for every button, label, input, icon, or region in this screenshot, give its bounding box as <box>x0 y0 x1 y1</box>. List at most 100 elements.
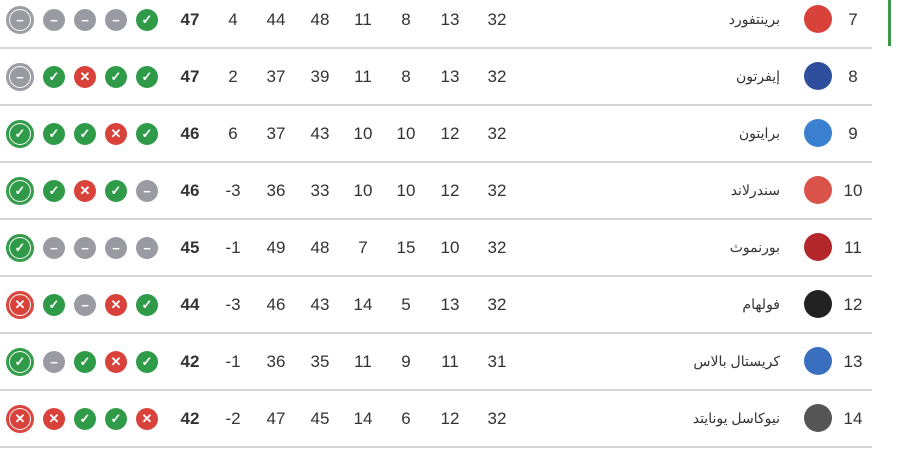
team-name[interactable]: برايتون <box>738 125 780 141</box>
drawn-cell: 5 <box>401 295 411 314</box>
goals-against-cell: 37 <box>266 124 286 143</box>
team-name[interactable]: برينتفورد <box>728 11 780 27</box>
won-cell: 10 <box>440 238 460 257</box>
team-crest-icon <box>804 62 832 90</box>
minus-icon: − <box>74 237 96 259</box>
played-cell: 32 <box>487 238 507 257</box>
check-icon: ✓ <box>74 408 96 430</box>
table-row[interactable]: ✓ − − − −45 -1 49 48 7 15 10 32 11 بورنموث <box>0 220 872 277</box>
lost-cell: 11 <box>354 67 372 86</box>
lost-cell: 14 <box>353 409 373 428</box>
goal-difference-cell: 6 <box>228 124 238 143</box>
team-name[interactable]: بورنموث <box>729 239 780 255</box>
drawn-cell: 8 <box>401 10 411 29</box>
check-icon: ✓ <box>136 123 158 145</box>
won-cell: 12 <box>440 181 460 200</box>
form-guide: − ✓ ✕ ✓ ✓ <box>6 62 167 92</box>
team-crest-icon <box>804 176 832 204</box>
form-guide: ✓ ✓ ✕ ✓ − <box>6 176 167 206</box>
drawn-cell: 10 <box>396 181 416 200</box>
drawn-cell: 10 <box>396 124 416 143</box>
won-cell: 13 <box>440 295 460 314</box>
goal-difference-cell: -2 <box>225 409 241 428</box>
team-name[interactable]: إيفرتون <box>735 68 780 84</box>
points-cell: 42 <box>180 409 200 428</box>
minus-icon: − <box>43 351 65 373</box>
check-icon: ✓ <box>105 180 127 202</box>
cross-icon: ✕ <box>136 408 158 430</box>
minus-icon: − <box>105 237 127 259</box>
check-icon: ✓ <box>136 9 158 31</box>
table-row[interactable]: − ✓ ✕ ✓ ✓ 47 2 37 39 11 8 13 32 8 إيفرتون <box>0 49 872 106</box>
table-row[interactable]: ✕ ✓ − ✕ ✓ 44 -3 46 43 14 5 13 32 12 فولهام <box>0 277 872 334</box>
goals-for-cell: 45 <box>310 409 330 428</box>
table-row[interactable]: ✓ ✓ ✕ ✓ −46 -3 36 33 10 10 12 32 10 سندرلاند <box>0 163 872 220</box>
check-icon: ✓ <box>6 348 34 376</box>
drawn-cell: 15 <box>396 238 416 257</box>
minus-icon: − <box>136 237 158 259</box>
form-guide: ✓ − − − − <box>6 233 167 263</box>
position-cell: 8 <box>848 67 858 86</box>
goal-difference-cell: -1 <box>225 352 241 371</box>
team-crest-icon <box>804 347 832 375</box>
won-cell: 12 <box>440 124 460 143</box>
team-name[interactable]: سندرلاند <box>730 182 780 198</box>
team-name[interactable]: نيوكاسل يونايتد <box>692 410 780 426</box>
drawn-cell: 9 <box>401 352 411 371</box>
played-cell: 32 <box>487 67 507 86</box>
lost-cell: 11 <box>354 10 372 29</box>
table-row[interactable]: ✓ ✓ ✓ ✕ ✓ 46 6 37 43 10 10 12 32 9 برايتون <box>0 106 872 163</box>
lost-cell: 10 <box>353 124 373 143</box>
played-cell: 31 <box>487 352 507 371</box>
check-icon: ✓ <box>43 294 65 316</box>
table-row[interactable]: − − − − ✓ 47 4 44 48 11 8 13 32 7 برينتفورد <box>0 0 872 49</box>
position-cell: 11 <box>844 238 862 257</box>
check-icon: ✓ <box>43 66 65 88</box>
cross-icon: ✕ <box>74 180 96 202</box>
minus-icon: − <box>6 63 34 91</box>
team-name[interactable]: فولهام <box>742 296 780 312</box>
team-crest-icon <box>804 290 832 318</box>
goals-against-cell: 37 <box>266 67 286 86</box>
form-guide: ✕ ✓ − ✕ ✓ <box>6 290 167 320</box>
cross-icon: ✕ <box>105 123 127 145</box>
form-guide: ✕ ✕ ✓ ✓ ✕ <box>6 404 167 434</box>
points-cell: 44 <box>180 295 200 314</box>
goals-for-cell: 48 <box>310 238 330 257</box>
goals-for-cell: 33 <box>310 181 330 200</box>
team-name[interactable]: كريستال بالاس <box>693 353 780 369</box>
won-cell: 13 <box>440 67 460 86</box>
check-icon: ✓ <box>74 123 96 145</box>
current-team-highlight <box>888 0 891 46</box>
position-cell: 13 <box>843 352 863 371</box>
points-cell: 45 <box>180 238 200 257</box>
team-crest-icon <box>804 404 832 432</box>
drawn-cell: 8 <box>401 67 411 86</box>
minus-icon: − <box>136 180 158 202</box>
minus-icon: − <box>74 9 96 31</box>
form-guide: − − − − ✓ <box>6 5 167 35</box>
minus-icon: − <box>43 237 65 259</box>
team-crest-icon <box>804 119 832 147</box>
goal-difference-cell: -3 <box>225 295 241 314</box>
cross-icon: ✕ <box>43 408 65 430</box>
lost-cell: 11 <box>354 352 372 371</box>
played-cell: 32 <box>487 295 507 314</box>
check-icon: ✓ <box>136 66 158 88</box>
team-crest-icon <box>804 233 832 261</box>
points-cell: 42 <box>180 352 200 371</box>
table-row[interactable]: ✕ ✕ ✓ ✓ ✕ 42 -2 47 45 14 6 12 32 14 نيوكاسل يونايتد <box>0 391 872 448</box>
cross-icon: ✕ <box>6 405 34 433</box>
table-row[interactable]: ✓ − ✓ ✕ ✓ 42 -1 36 35 11 9 11 31 13 كريستال بالاس <box>0 334 872 391</box>
goal-difference-cell: -3 <box>225 181 241 200</box>
goal-difference-cell: 2 <box>228 67 238 86</box>
lost-cell: 14 <box>353 295 373 314</box>
goal-difference-cell: 4 <box>228 10 238 29</box>
check-icon: ✓ <box>105 408 127 430</box>
points-cell: 46 <box>180 124 200 143</box>
won-cell: 11 <box>441 352 459 371</box>
goals-for-cell: 43 <box>310 124 330 143</box>
lost-cell: 10 <box>353 181 373 200</box>
points-cell: 46 <box>180 181 200 200</box>
cross-icon: ✕ <box>6 291 34 319</box>
